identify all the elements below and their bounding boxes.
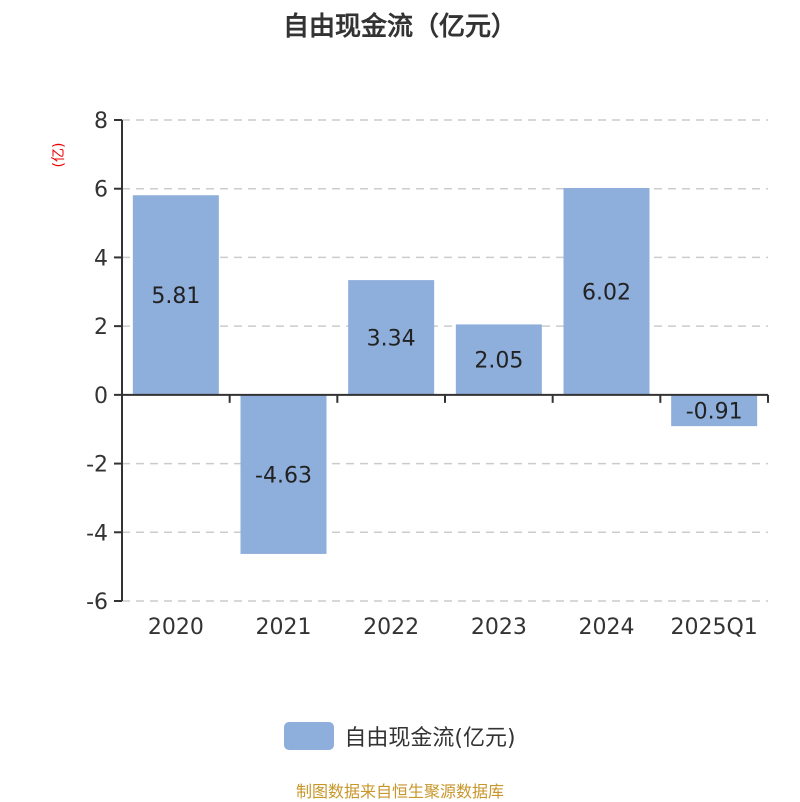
x-tick-label: 2021 — [256, 615, 312, 640]
x-tick-label: 2024 — [579, 615, 635, 640]
x-tick-label: 2022 — [363, 615, 419, 640]
bar-chart: -6 -4 -2 0 2 4 6 8 5.81 2020 -4.63 2021 3.34 2022 2.05… — [86, 109, 769, 640]
bar — [348, 280, 435, 395]
y-tick-label: 0 — [94, 384, 108, 409]
y-tick-label: 8 — [94, 109, 108, 134]
bar — [671, 394, 758, 427]
bar-value-label: -0.91 — [686, 399, 743, 424]
bar-value-label: 5.81 — [151, 284, 200, 309]
bar-value-label: 6.02 — [582, 280, 631, 305]
y-tick-label: -2 — [86, 453, 108, 478]
y-tick-label: -6 — [86, 590, 108, 615]
bar-value-label: 3.34 — [367, 326, 416, 351]
chart-title: 自由现金流（亿元） — [282, 12, 517, 42]
legend-label: 自由现金流(亿元) — [344, 726, 516, 751]
legend-swatch — [284, 722, 335, 750]
bar — [455, 324, 542, 395]
y-tick-label: 6 — [94, 178, 108, 203]
y-tick-label: -4 — [86, 521, 108, 546]
x-tick-label: 2023 — [471, 615, 527, 640]
y-tick-label: 4 — [94, 246, 108, 271]
bar-value-label: -4.63 — [255, 463, 312, 488]
bar — [240, 394, 327, 554]
x-tick-label: 2025Q1 — [671, 615, 758, 640]
data-source-note: 制图数据来自恒生聚源数据库 — [295, 782, 504, 801]
bar — [563, 188, 650, 395]
legend[interactable]: 自由现金流(亿元) — [0, 720, 800, 752]
bar-value-label: 2.05 — [474, 349, 523, 374]
x-tick-label: 2020 — [148, 615, 204, 640]
y-tick-label: 2 — [94, 315, 108, 340]
bar — [132, 195, 219, 395]
